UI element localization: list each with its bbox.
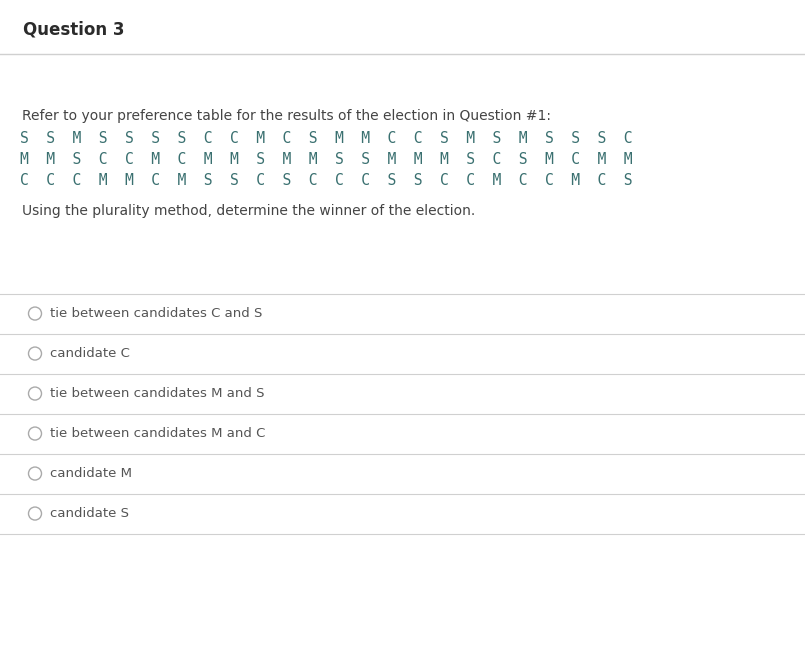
- Text: tie between candidates C and S: tie between candidates C and S: [49, 307, 262, 320]
- Text: M  M  S  C  C  M  C  M  M  S  M  M  S  S  M  M  M  S  C  S  M  C  M  M: M M S C C M C M M S M M S S M M M S C S …: [20, 151, 633, 167]
- Text: tie between candidates M and S: tie between candidates M and S: [49, 387, 264, 400]
- Text: S  S  M  S  S  S  S  C  C  M  C  S  M  M  C  C  S  M  S  M  S  S  S  C: S S M S S S S C C M C S M M C C S M S M …: [20, 131, 633, 146]
- Text: tie between candidates M and C: tie between candidates M and C: [49, 427, 265, 440]
- Text: Question 3: Question 3: [23, 20, 124, 39]
- Text: Refer to your preference table for the results of the election in Question #1:: Refer to your preference table for the r…: [22, 108, 551, 123]
- Text: candidate S: candidate S: [49, 507, 129, 520]
- Text: C  C  C  M  M  C  M  S  S  C  S  C  C  C  S  S  C  C  M  C  C  M  C  S: C C C M M C M S S C S C C C S S C C M C …: [20, 172, 633, 187]
- Text: candidate C: candidate C: [49, 347, 130, 360]
- Text: candidate M: candidate M: [49, 467, 131, 480]
- Text: Using the plurality method, determine the winner of the election.: Using the plurality method, determine th…: [22, 204, 475, 217]
